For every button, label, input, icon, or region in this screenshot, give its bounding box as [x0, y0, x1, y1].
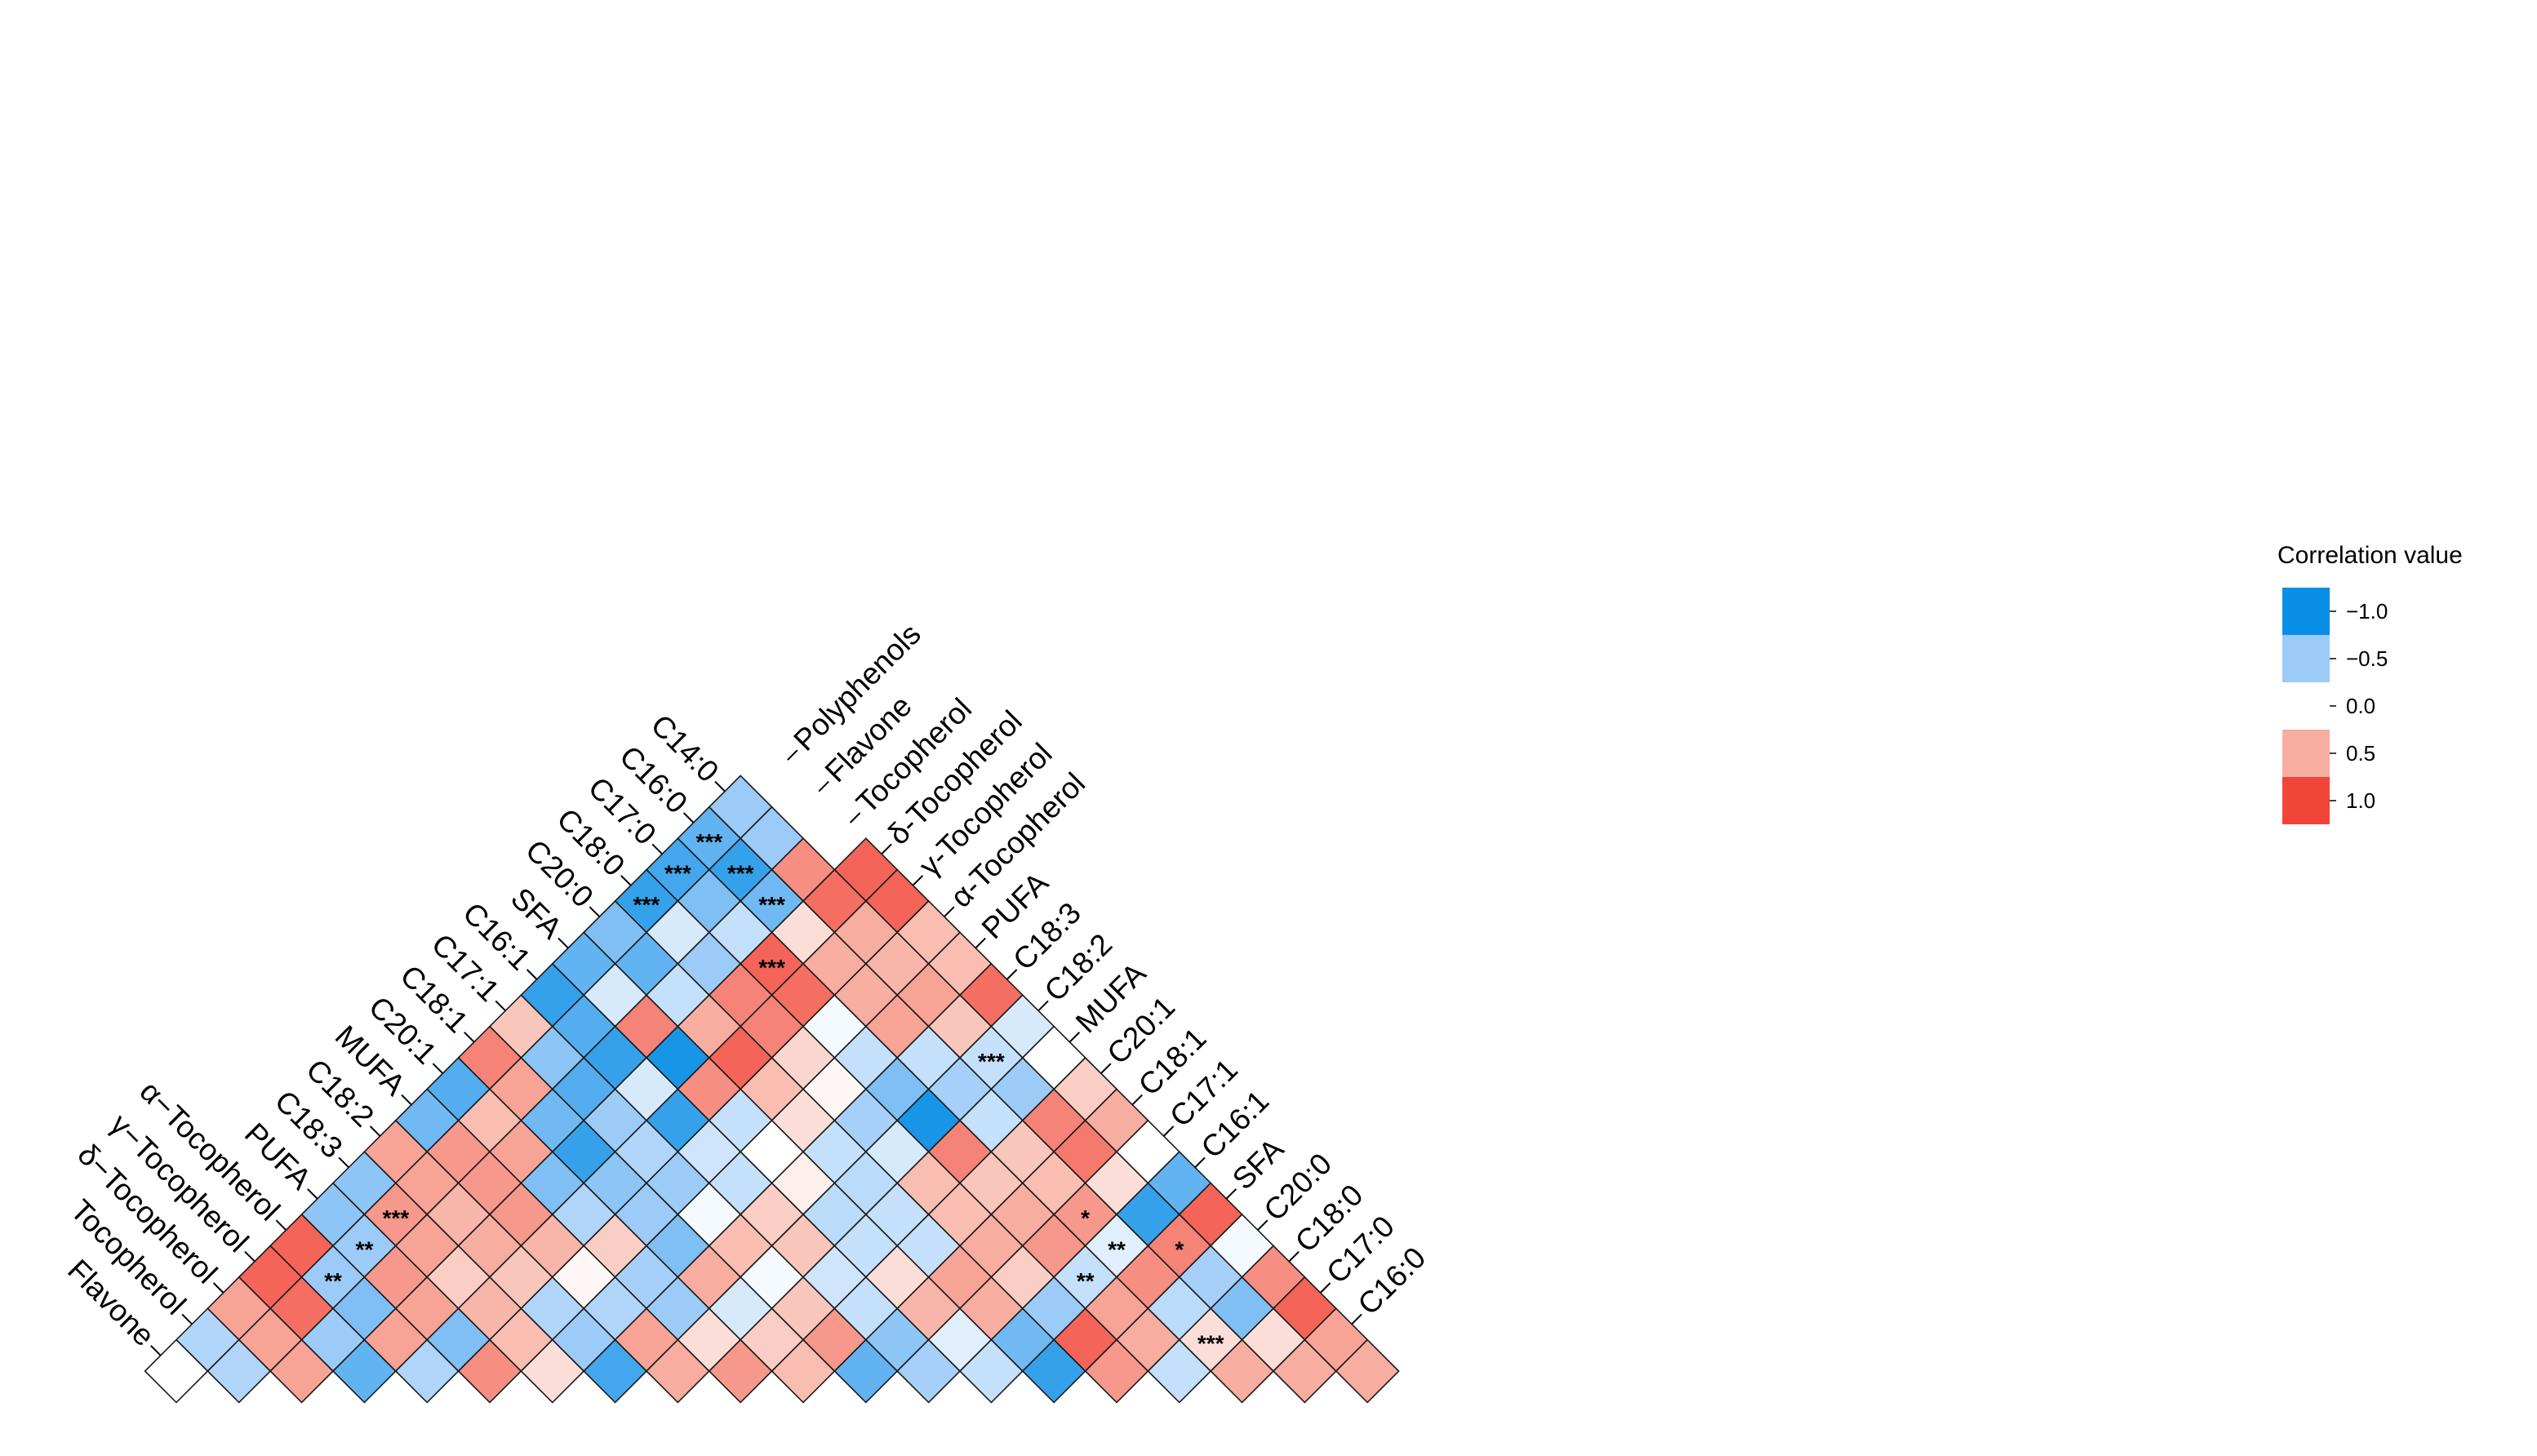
right-axis-tick: [1351, 1313, 1362, 1325]
left-axis-tick: [620, 875, 632, 886]
significance-star: ***: [1197, 1331, 1224, 1356]
legend-swatch: [2282, 588, 2330, 635]
legend-swatch: [2282, 635, 2330, 682]
significance-star: **: [1077, 1268, 1095, 1294]
right-axis-tick: [1225, 1188, 1237, 1200]
significance-star: ***: [758, 892, 785, 917]
significance-star: ***: [664, 861, 691, 886]
significance-star: *: [1175, 1236, 1184, 1262]
significance-star: ***: [695, 829, 722, 855]
legend-swatch: [2282, 730, 2330, 777]
significance-star: ***: [727, 861, 754, 886]
right-axis-tick: [787, 749, 798, 761]
significance-star: **: [1108, 1236, 1126, 1262]
legend-swatch: [2282, 682, 2330, 730]
left-axis-tick: [432, 1063, 444, 1074]
left-axis-tick: [589, 906, 601, 917]
left-axis-tick: [682, 812, 695, 823]
legend-swatch: [2282, 777, 2330, 824]
left-axis-tick: [401, 1094, 412, 1106]
legend: Correlation value −1.0 −0.5 0.0 0.5 1.0: [2277, 542, 2463, 824]
heatmap-cell: [1335, 1338, 1400, 1404]
right-axis-tick: [818, 780, 829, 792]
right-axis-tick: [1194, 1156, 1206, 1169]
right-axis-tick: [1006, 969, 1018, 980]
right-axis-tick: [1162, 1125, 1175, 1137]
right-axis-tick: [975, 937, 986, 949]
left-axis-tick: [714, 780, 726, 792]
left-axis-tick: [150, 1345, 162, 1356]
right-axis-tick: [881, 843, 892, 855]
legend-tick-label: 1.0: [2346, 788, 2375, 813]
right-axis-tick: [1069, 1032, 1081, 1043]
legend-title: Correlation value: [2277, 542, 2463, 569]
left-axis-tick: [558, 937, 569, 949]
right-axis-tick: [1100, 1063, 1112, 1074]
left-axis-tick: [244, 1250, 255, 1263]
left-axis-tick: [307, 1188, 318, 1200]
right-axis-tick: [849, 812, 861, 823]
legend-tick-label: 0.0: [2346, 694, 2375, 718]
left-axis-tick: [181, 1313, 193, 1325]
heatmap-cells: [144, 775, 1400, 1404]
left-axis-tick: [369, 1125, 381, 1137]
legend-tick-label: −1.0: [2346, 599, 2388, 624]
significance-star: ***: [633, 892, 660, 917]
left-axis-tick: [464, 1032, 475, 1043]
right-axis-tick: [1037, 1000, 1049, 1012]
left-axis-tick: [275, 1219, 287, 1231]
right-axis-tick: [1319, 1282, 1331, 1294]
right-axis-tick: [944, 906, 955, 917]
significance-star: ***: [758, 955, 785, 980]
right-axis-tick: [912, 875, 924, 886]
significance-star: ***: [978, 1049, 1005, 1074]
left-axis-tick: [212, 1282, 224, 1294]
significance-star: **: [356, 1236, 374, 1262]
legend-tick-label: 0.5: [2346, 741, 2375, 766]
left-axis-tick: [526, 969, 538, 980]
left-axis-tick: [338, 1156, 349, 1169]
right-axis-tick: [1288, 1250, 1300, 1263]
right-axis-tick: [1131, 1094, 1143, 1106]
significance-stars: ****************************************…: [324, 829, 1224, 1356]
legend-tick-label: −0.5: [2346, 646, 2388, 671]
left-axis-tick: [495, 1000, 506, 1012]
left-axis-tick: [651, 843, 663, 855]
significance-star: ***: [382, 1205, 409, 1231]
significance-star: **: [324, 1268, 342, 1294]
right-axis-tick: [1257, 1219, 1268, 1231]
significance-star: *: [1081, 1205, 1090, 1231]
